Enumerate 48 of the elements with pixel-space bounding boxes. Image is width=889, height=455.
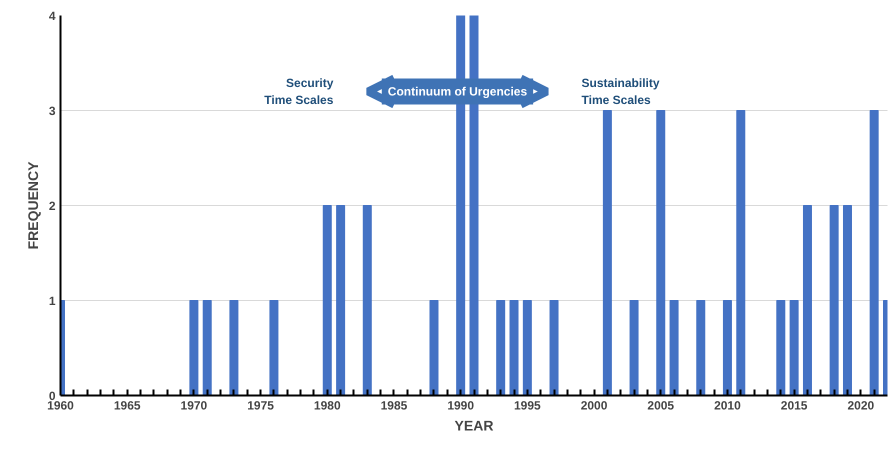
bar <box>722 300 732 396</box>
bar <box>656 110 666 396</box>
annotation: Continuum of Urgencies <box>388 84 528 98</box>
bar <box>802 205 812 396</box>
y-tick-label: 2 <box>48 199 56 213</box>
bar <box>696 300 706 396</box>
bar <box>336 205 346 396</box>
bar <box>429 300 438 396</box>
bar <box>322 205 332 396</box>
bar <box>670 300 679 396</box>
annotation: Security Time Scales <box>264 76 334 107</box>
bar <box>830 205 839 396</box>
bar <box>510 300 519 396</box>
bar <box>870 110 879 396</box>
bar <box>842 205 852 396</box>
y-tick-label: 1 <box>48 294 56 308</box>
x-tick-label: 1965 <box>114 398 141 412</box>
bar <box>602 110 612 396</box>
bar <box>776 300 786 396</box>
x-tick-label: 1990 <box>447 398 474 412</box>
x-tick-label: 1975 <box>247 398 274 412</box>
x-tick-label: 2010 <box>714 398 742 412</box>
x-axis-title: YEAR <box>454 418 494 434</box>
bar <box>496 300 506 396</box>
y-tick-label: 3 <box>48 104 56 118</box>
x-tick-label: 2005 <box>647 398 674 412</box>
bar <box>522 300 532 396</box>
x-tick-label: 2015 <box>780 398 808 412</box>
y-axis-title: FREQUENCY <box>24 160 41 250</box>
bar <box>456 16 466 396</box>
x-tick-label: 1980 <box>314 398 341 412</box>
bar <box>189 300 198 396</box>
bar <box>736 110 746 396</box>
bar <box>790 300 799 396</box>
x-tick-label: 1995 <box>514 398 542 412</box>
x-tick-label: 1970 <box>180 398 208 412</box>
x-tick-label: 2000 <box>580 398 608 412</box>
bar <box>630 300 639 396</box>
bar <box>362 205 372 396</box>
annotation: Sustainability Time Scales <box>582 76 660 107</box>
bar <box>550 300 559 396</box>
bar <box>229 300 238 396</box>
x-tick-label: 2020 <box>847 398 874 412</box>
bar <box>269 300 278 396</box>
y-tick-label: 4 <box>48 9 56 23</box>
x-tick-label: 1960 <box>47 398 74 412</box>
x-tick-label: 1985 <box>380 398 408 412</box>
bar <box>202 300 212 396</box>
